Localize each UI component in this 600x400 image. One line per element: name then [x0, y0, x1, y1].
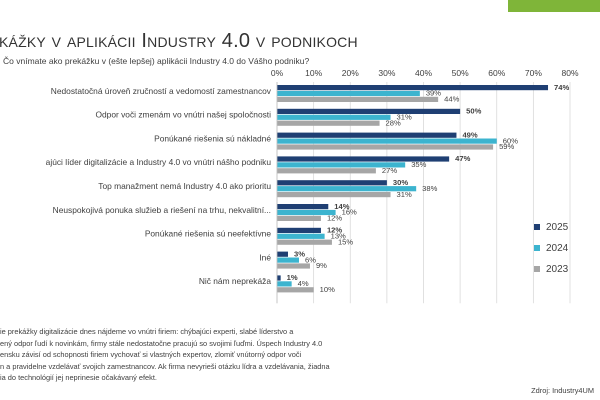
bar-chart: 0% 10% 20% 30% 40% 50% 60% 70% 80% 74% 39%44% Nedos…	[46, 68, 579, 304]
note-line: ia do technológií jej neprinesie očakáva…	[0, 373, 157, 383]
chart-question: Čo vnímate ako prekážku v (ešte lepšej) …	[3, 56, 310, 66]
summary-note: ie prekážky digitalizácie dnes nájdeme v…	[0, 326, 372, 384]
x-tick-label: 30%	[378, 68, 395, 78]
bar-2023	[277, 96, 439, 102]
bar-2024	[277, 138, 497, 144]
bar-2023	[277, 239, 332, 245]
bar-2024	[277, 233, 325, 239]
bar-2025	[277, 85, 549, 91]
value-label-2025: 49%	[462, 130, 477, 139]
bar-2025	[277, 132, 457, 138]
x-tick-label: 70%	[525, 68, 542, 78]
value-label-2025: 50%	[466, 107, 481, 116]
bar-2024	[277, 209, 336, 216]
value-label-2025: 47%	[455, 154, 470, 163]
value-label-2023: 28%	[386, 118, 401, 127]
legend-swatch-2025	[534, 224, 540, 230]
bar-2024	[277, 281, 292, 287]
value-label-2024: 39%	[426, 89, 441, 98]
value-label-2023: 12%	[327, 214, 342, 223]
bar-2025	[277, 156, 450, 162]
category-label: Ponúkané riešenia sú nákladné	[154, 133, 271, 143]
value-label-2023: 59%	[499, 142, 514, 151]
legend-label-2023: 2023	[546, 263, 569, 275]
legend-item-2025: 2025	[534, 217, 594, 237]
source-text: Zdroj: Industry4UM	[531, 386, 594, 395]
bar-2023	[277, 168, 376, 174]
category-label: ajúci líder digitalizácie a Industry 4.0…	[46, 157, 272, 167]
x-tick-label: 50%	[452, 68, 469, 78]
value-label-2025: 30%	[393, 178, 408, 187]
value-label-2024: 35%	[411, 160, 426, 169]
x-tick-label: 10%	[305, 68, 322, 78]
bar-2025	[277, 227, 321, 233]
legend-swatch-2024	[534, 245, 540, 251]
value-label-2023: 9%	[316, 261, 327, 270]
chart-legend: 2025 2024 2023	[534, 217, 594, 280]
category-label: Nedostatočná úroveň zručností a vedomost…	[51, 86, 272, 96]
value-label-2023: 44%	[444, 95, 459, 104]
value-label-2023: 27%	[382, 166, 397, 175]
category-label: Odpor voči zmenám vo vnútri našej spoloč…	[96, 110, 272, 120]
legend-label-2024: 2024	[546, 242, 569, 254]
value-label-2024: 60%	[503, 136, 518, 145]
bar-2024	[277, 114, 391, 120]
value-label-2024: 4%	[298, 279, 309, 288]
bar-2023	[277, 287, 314, 293]
category-label: Top manažment nemá Industry 4.0 ako prio…	[98, 181, 271, 191]
bar-2025	[277, 108, 461, 114]
accent-bar	[508, 0, 600, 12]
x-tick-label: 60%	[488, 68, 505, 78]
value-label-2025: 14%	[334, 202, 349, 211]
x-tick-label: 80%	[561, 68, 578, 78]
bar-2023	[277, 192, 391, 198]
value-label-2024: 31%	[397, 113, 412, 122]
page-title: kážky v aplikácii Industry 4.0 v podniko…	[0, 30, 358, 52]
value-label-2025: 1%	[287, 273, 298, 282]
top-bar	[0, 0, 600, 12]
value-label-2024: 38%	[422, 184, 437, 193]
value-label-2024: 6%	[305, 255, 316, 264]
bar-2025	[277, 180, 387, 186]
value-label-2024: 13%	[331, 232, 346, 241]
bar-2023	[277, 144, 494, 150]
value-label-2023: 15%	[338, 237, 353, 246]
value-label-2025: 12%	[327, 226, 342, 235]
category-label: Iné	[259, 252, 271, 262]
category-label: Neuspokojivá ponuka služieb a riešení na…	[53, 205, 271, 215]
bar-2025	[277, 251, 288, 257]
bar-2025	[277, 204, 329, 210]
value-label-2024: 16%	[342, 208, 357, 217]
category-label: Ponúkané riešenia sú neefektívne	[145, 229, 272, 239]
x-tick-label: 0%	[271, 68, 284, 78]
bar-2024	[277, 90, 420, 97]
bar-2024	[277, 257, 299, 263]
note-line: ený odpor ľudí k novinkám, firmy stále n…	[0, 338, 323, 348]
legend-item-2023: 2023	[534, 259, 594, 279]
legend-label-2025: 2025	[546, 221, 569, 233]
legend-item-2024: 2024	[534, 238, 594, 258]
value-label-2025: 74%	[554, 83, 569, 92]
bar-2023	[277, 263, 310, 269]
bar-2024	[277, 186, 417, 192]
note-line: n a pravidelne vzdelávať svojich zamestn…	[0, 361, 330, 371]
bar-2025	[277, 275, 281, 281]
category-label: Nič nám neprekáža	[199, 276, 271, 286]
x-tick-label: 20%	[342, 68, 359, 78]
x-tick-label: 40%	[415, 68, 432, 78]
bar-2024	[277, 162, 406, 168]
value-label-2023: 31%	[397, 190, 412, 199]
bar-2023	[277, 120, 380, 126]
note-line: ensku závisí od schopnosti firiem vychov…	[0, 350, 302, 360]
legend-swatch-2023	[534, 266, 540, 272]
value-label-2025: 3%	[294, 249, 305, 258]
note-line: ie prekážky digitalizácie dnes nájdeme v…	[0, 327, 294, 336]
bar-2023	[277, 215, 321, 221]
value-label-2023: 10%	[320, 285, 335, 294]
